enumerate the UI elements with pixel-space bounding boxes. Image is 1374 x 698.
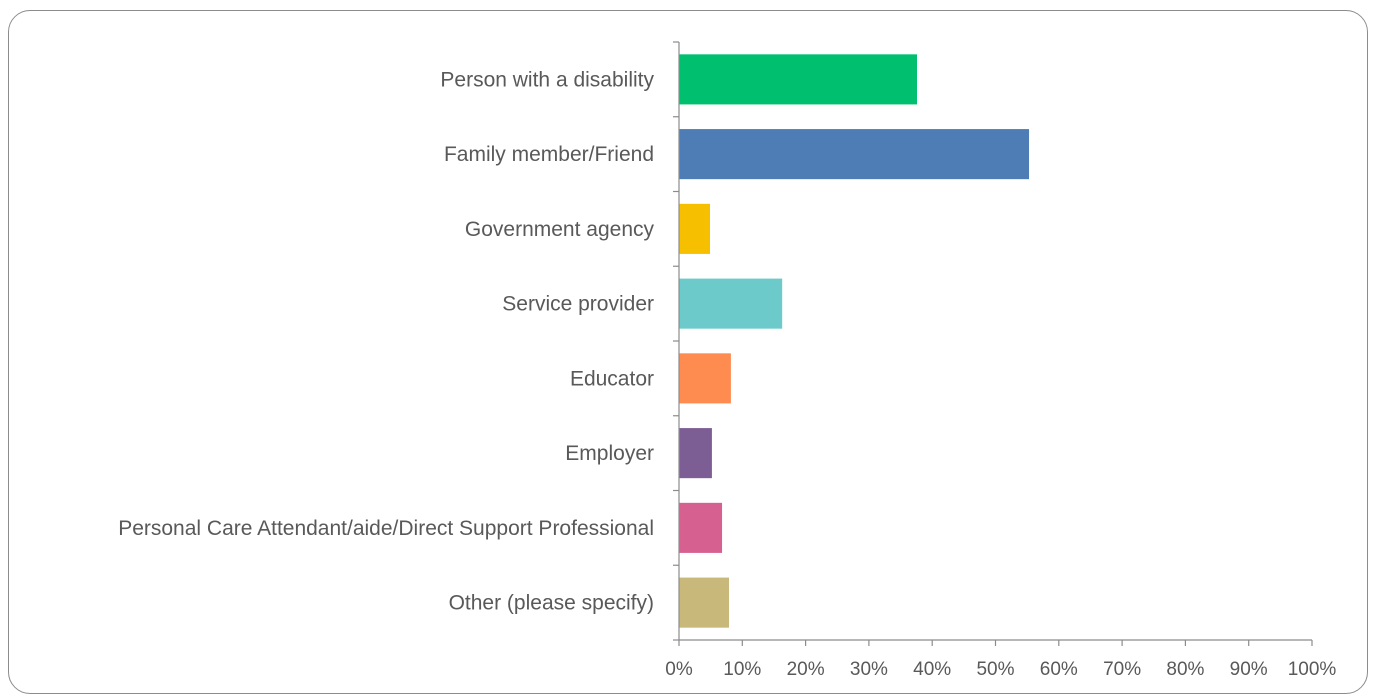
bars-group xyxy=(679,54,1030,628)
axes-group xyxy=(673,41,1313,646)
category-label: Family member/Friend xyxy=(444,143,654,166)
x-tick-label: 100% xyxy=(1288,659,1337,680)
bar-6 xyxy=(679,428,712,479)
bar-5 xyxy=(679,353,731,404)
x-tick-label: 20% xyxy=(787,659,825,680)
category-labels: Person with a disability Family member/Fr… xyxy=(118,68,654,614)
bar-2 xyxy=(679,129,1030,180)
x-tick-label: 10% xyxy=(723,659,761,680)
category-label: Personal Care Attendant/aide/Direct Supp… xyxy=(118,517,654,540)
bar-7 xyxy=(679,502,723,553)
x-tick-label: 0% xyxy=(665,659,693,680)
category-label: Government agency xyxy=(465,218,655,241)
bar-1 xyxy=(679,54,918,105)
x-tick-label: 50% xyxy=(976,659,1014,680)
x-tick-label: 40% xyxy=(913,659,951,680)
x-tick-label: 90% xyxy=(1230,659,1268,680)
x-tick-label: 80% xyxy=(1166,659,1204,680)
x-tick-label: 30% xyxy=(850,659,888,680)
category-label: Employer xyxy=(565,442,654,465)
category-label: Other (please specify) xyxy=(449,592,654,615)
bar-4 xyxy=(679,278,783,329)
tick-labels: 0% 10% 20% 30% 40% 50% 60% 70% 80% 90% 100% xyxy=(665,659,1336,680)
category-label: Service provider xyxy=(502,293,654,316)
x-tick-label: 70% xyxy=(1103,659,1141,680)
bar-3 xyxy=(679,203,711,254)
bar-8 xyxy=(679,577,730,628)
x-tick-label: 60% xyxy=(1040,659,1078,680)
category-label: Person with a disability xyxy=(440,68,654,91)
category-label: Educator xyxy=(570,367,654,390)
